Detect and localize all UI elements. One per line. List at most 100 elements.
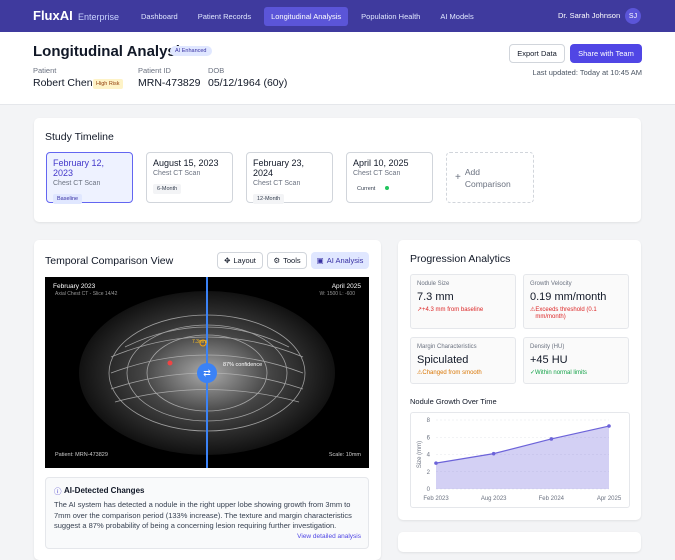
label: Layout [233,256,256,265]
x-tick-label: Feb 2024 [539,496,565,502]
next-card [398,532,641,552]
tools-button[interactable]: ⚙ Tools [267,252,307,269]
chart-frame [410,412,630,508]
badge: AI Enhanced [170,46,212,56]
note-icon: ↗ [417,307,423,313]
icon: ⚙ [273,256,281,265]
left-date: February 2023 [53,283,96,290]
nodule-new [199,339,207,347]
study-card[interactable]: February 12, 2023 Chest CT Scan Baseline [46,152,133,204]
metric-note: ✓ Within normal limits [530,370,622,377]
study-date: February 12, 2023 [53,158,105,178]
study-type: Chest CT Scan [353,170,401,177]
add-label: Add Comparison [464,166,511,189]
y-tick-label: 4 [427,453,431,459]
x-tick-label: Feb 2023 [423,496,449,502]
slider-handle[interactable] [197,363,217,383]
scale: Scale: 10mm [329,452,362,458]
share-button[interactable]: Share with Team [570,44,642,63]
add-comparison[interactable]: + Add Comparison [446,152,534,203]
point [491,451,496,456]
patient-value: Robert Chen [33,77,93,89]
nav-item[interactable]: Dashboard [141,12,178,21]
nav-item[interactable]: Population Health [361,12,421,21]
metric-note: ⚠ Changed from smooth [417,370,509,377]
window: W: 1500 L: -600 [320,291,356,297]
label: AI Analysis [326,256,364,265]
metric-value: 0.19 mm/month [530,291,607,303]
layout-button[interactable]: ✥ Layout [217,252,263,269]
study-card[interactable]: February 23, 2024 Chest CT Scan 12-Month [246,152,333,204]
metric-note: ⚠ Exceeds threshold (0.1 mm/month) [530,307,622,321]
patient-value: MRN-473829 [138,77,201,89]
patient-label: Patient [33,66,57,75]
timeline-title: Study Timeline [45,131,114,143]
patient-label: DOB [208,66,225,75]
line [435,425,610,464]
note-text: Exceeds threshold (0.1 mm/month) [535,307,597,320]
ai-title: AI-Detected Changes [64,486,145,495]
plus-icon: + [455,172,461,183]
nav-menu: Dashboard Patient Records Longitudinal Ana… [134,7,481,26]
study-card[interactable]: April 10, 2025 Chest CT Scan Current [346,152,433,203]
ai-link[interactable]: View detailed analysis [297,533,361,540]
study-tag: 6-Month [153,184,182,194]
ai-text: The AI system has detected a nodule in t… [54,500,352,530]
confidence: 87% confidence [223,362,262,368]
metric-value: +45 HU [530,354,568,366]
ct-viewer[interactable]: ⇄ February 2023 Axial Chest CT - Slice 1… [45,277,369,468]
study-type: Chest CT Scan [253,180,301,187]
study-date: April 10, 2025 [353,158,409,168]
measure: 7.3mm [192,339,207,345]
avatar[interactable]: SJ [625,8,641,24]
user-name[interactable]: Dr. Sarah Johnson [558,11,621,20]
study-date: August 15, 2023 [153,158,219,168]
patient-label: Patient ID [138,66,171,75]
point [607,424,611,428]
nav-item[interactable]: Patient Records [197,12,252,21]
icon: ✥ [224,256,231,265]
label: Tools [283,256,301,265]
note-text: Changed from smooth [422,370,482,376]
y-tick-label: 0 [427,487,431,493]
metric-card: Nodule Size 7.3 mm ↗ +4.3 mm from baseline [410,274,516,329]
navbar: FluxAI Enterprise Dashboard Patient Recor… [0,0,675,32]
metric-card: Density (HU) +45 HU ✓ Within normal limits [523,337,629,384]
y-axis-label: Size (mm) [417,441,423,468]
timeline-card [34,118,641,222]
ai-button[interactable]: ▣ AI Analysis [311,252,369,269]
edition: Enterprise [78,12,120,22]
chart: 0 2 4 6 8 Size (mm) Feb 2023 Aug 2023 Feb 2024 Ap… [417,418,622,502]
note-text: +4.3 mm from baseline [422,307,484,313]
handle-icon: ⇄ [203,368,211,378]
chart-title: Nodule Growth Over Time [410,397,497,406]
metric-label: Margin Characteristics [417,344,477,350]
study-tag: Current [353,184,394,194]
ai-box [45,477,369,549]
comparison-title: Temporal Comparison View [45,255,174,267]
note-icon: ✓ [530,370,536,376]
patient-id: Patient: MRN-473829 [55,452,108,458]
nav-item[interactable]: AI Models [440,12,474,21]
note-icon: ⚠ [417,370,423,376]
point [549,437,554,441]
point [434,461,438,465]
note-text: Within normal limits [535,370,588,376]
study-card[interactable]: August 15, 2023 Chest CT Scan 6-Month [146,152,233,203]
nav-item[interactable]: Longitudinal Analysis [264,7,349,26]
nodule-old [167,360,173,366]
study-type: Chest CT Scan [153,170,201,177]
icon: ▣ [316,256,324,265]
status-dot [385,186,390,190]
note-icon: ⚠ [530,307,536,313]
info-icon: ⓘ [54,487,62,496]
study-tag: Baseline [53,194,83,204]
analytics-title: Progression Analytics [410,253,511,265]
metric-label: Density (HU) [530,344,565,350]
export-button[interactable]: Export Data [509,44,565,63]
study-tag: 12-Month [253,194,285,204]
metric-label: Nodule Size [417,281,450,287]
brand[interactable]: FluxAI [33,8,73,23]
x-tick-label: Aug 2023 [481,496,507,502]
